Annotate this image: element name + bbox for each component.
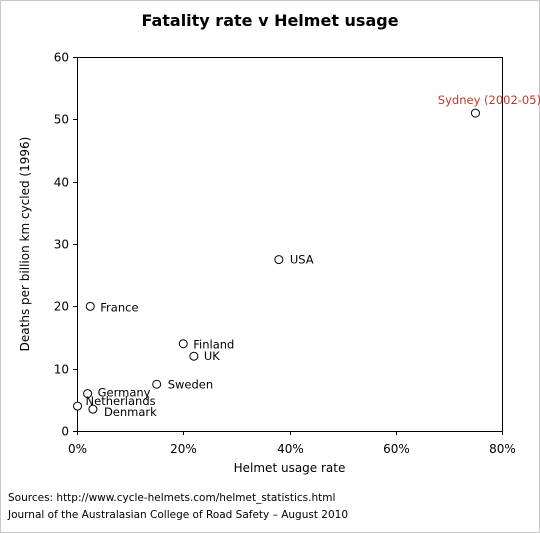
point-marker <box>178 339 188 349</box>
data-point: USA <box>274 253 314 267</box>
point-label: Finland <box>193 338 234 352</box>
y-tick-label: 60 <box>54 51 69 65</box>
data-point: Finland <box>178 338 234 352</box>
y-tick-label: 50 <box>54 113 69 127</box>
point-marker <box>470 108 480 118</box>
point-label: USA <box>290 253 314 267</box>
x-tick-label: 80% <box>489 442 516 456</box>
data-point: Germany <box>83 386 151 400</box>
data-point: UK <box>189 349 220 363</box>
y-axis-label: Deaths per billion km cycled (1996) <box>18 137 32 352</box>
point-marker <box>189 351 199 361</box>
y-tick-label: 0 <box>61 425 69 439</box>
plot-area <box>77 57 503 432</box>
x-tick-label: 60% <box>383 442 410 456</box>
point-marker <box>73 401 83 411</box>
chart-title: Fatality rate v Helmet usage <box>141 11 398 30</box>
point-marker <box>152 379 162 389</box>
y-tick-label: 30 <box>54 238 69 252</box>
point-label: Germany <box>98 386 151 400</box>
y-tick-label: 10 <box>54 363 69 377</box>
point-marker <box>274 255 284 265</box>
x-axis-label: Helmet usage rate <box>234 461 346 475</box>
x-tick-label: 20% <box>170 442 197 456</box>
data-point: France <box>85 300 139 314</box>
sources-line-1: Sources: http://www.cycle-helmets.com/he… <box>8 492 336 504</box>
point-marker <box>88 404 98 414</box>
point-label: France <box>100 300 138 314</box>
x-tick-label: 40% <box>277 442 304 456</box>
data-point: Sweden <box>152 377 213 391</box>
x-tick-label: 0% <box>68 442 87 456</box>
y-tick-label: 40 <box>54 176 69 190</box>
y-tick-label: 20 <box>54 300 69 314</box>
data-point: Netherlands <box>73 394 156 411</box>
x-axis: 0% 20% 40% 60% 80% <box>68 431 516 456</box>
point-label: UK <box>204 349 220 363</box>
point-label: Sweden <box>168 377 213 391</box>
sources-note: Sources: http://www.cycle-helmets.com/he… <box>8 490 348 524</box>
data-point: Sydney (2002-05) <box>438 93 540 118</box>
sources-line-2: Journal of the Australasian College of R… <box>8 509 348 521</box>
point-marker <box>83 389 93 399</box>
point-label: Denmark <box>104 405 157 419</box>
y-axis: 0 10 20 30 40 50 60 <box>54 51 77 439</box>
data-point: Denmark <box>88 404 157 419</box>
point-label: Netherlands <box>86 394 156 408</box>
point-marker <box>85 301 95 311</box>
point-label: Sydney (2002-05) <box>438 93 540 107</box>
